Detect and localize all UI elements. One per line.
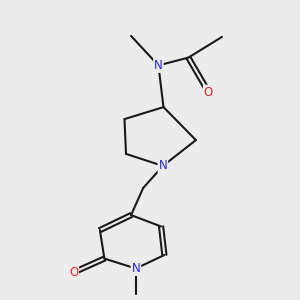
- Text: N: N: [154, 59, 163, 72]
- Text: O: O: [204, 85, 213, 99]
- Text: O: O: [69, 266, 78, 279]
- Text: N: N: [131, 262, 140, 275]
- Text: N: N: [158, 159, 167, 172]
